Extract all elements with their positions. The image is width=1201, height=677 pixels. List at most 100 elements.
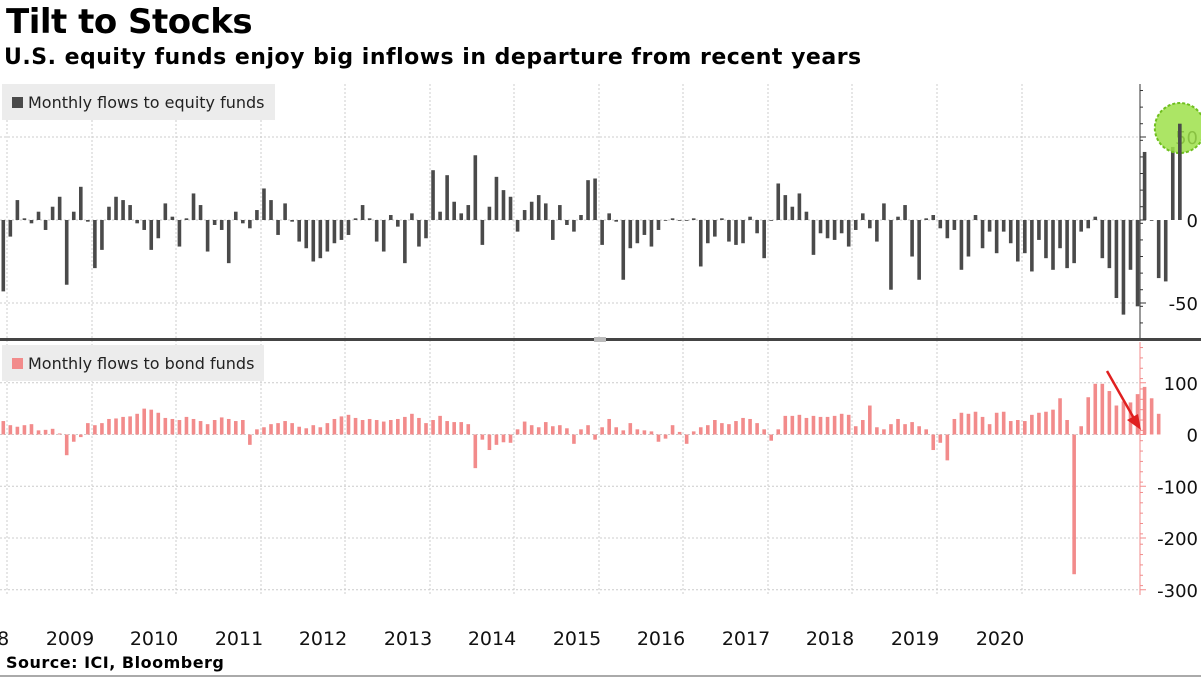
equity-bar	[487, 206, 492, 220]
equity-bar	[1051, 220, 1055, 270]
equity-bar	[839, 220, 844, 234]
x-tick-label-2013: 2013	[384, 628, 432, 650]
equity-bar	[410, 213, 414, 220]
bond-bar	[149, 409, 154, 435]
equity-bar	[396, 220, 400, 227]
bond-bar	[846, 414, 851, 435]
axes	[0, 84, 1201, 677]
equity-bar	[896, 216, 900, 220]
equity-bar	[1093, 216, 1098, 220]
bond-bar	[311, 425, 316, 435]
equity-bar	[262, 188, 266, 220]
bond-bar	[8, 425, 13, 435]
equity-bar	[388, 215, 393, 220]
bond-bar	[1142, 386, 1147, 435]
bond-bar	[388, 420, 393, 435]
bond-bar	[367, 418, 372, 435]
bond-bar	[318, 427, 323, 435]
equity-bar	[501, 190, 506, 220]
bond-bar	[191, 418, 196, 435]
equity-bar	[128, 205, 132, 220]
bond-bar	[727, 424, 731, 435]
equity-bar	[417, 220, 421, 247]
bond-bar	[804, 417, 809, 435]
bond-bar	[586, 425, 590, 435]
equity-bar	[121, 200, 125, 220]
equity-bar	[515, 220, 520, 232]
bond-bar	[226, 418, 231, 435]
bond-bar	[860, 420, 865, 435]
equity-bar	[868, 220, 872, 229]
equity-bar	[776, 183, 781, 220]
x-tick-label-2017: 2017	[722, 628, 770, 650]
bond-bar	[438, 415, 442, 435]
equity-bar	[797, 193, 802, 220]
bond-bar	[1107, 391, 1112, 435]
equity-bar	[290, 220, 294, 222]
bond-bar	[508, 434, 513, 443]
bond-bar	[875, 427, 879, 435]
bond-bar	[177, 420, 182, 435]
equity-bar	[663, 220, 668, 221]
equity-bar	[248, 220, 252, 229]
bond-bar	[219, 417, 224, 435]
bond-bar	[903, 424, 907, 435]
bond-bar	[952, 418, 957, 435]
equity-bar	[522, 210, 527, 220]
highlight-circle	[1153, 102, 1201, 154]
equity-bar	[727, 220, 731, 242]
equity-bar	[1058, 220, 1062, 249]
bond-bar	[691, 431, 696, 435]
equity-bar	[1072, 220, 1076, 264]
equity-bar	[156, 220, 161, 239]
bond-bar	[121, 416, 125, 435]
equity-bar	[607, 213, 611, 220]
equity-bar	[642, 220, 647, 235]
equity-bar	[720, 218, 724, 220]
bond-bar	[839, 413, 844, 435]
legend-swatch-equity	[12, 96, 23, 108]
equity-bar	[191, 193, 196, 220]
equity-bar	[825, 220, 830, 239]
bond-bar	[473, 434, 478, 469]
bond-bar	[459, 422, 464, 435]
equity-bar	[135, 220, 139, 224]
equity-bar	[910, 220, 914, 257]
bond-bar	[769, 434, 773, 441]
x-tick-label-2014: 2014	[468, 628, 516, 650]
equity-bar	[163, 203, 168, 220]
bond-bar	[938, 434, 943, 443]
bond-bar	[579, 429, 583, 435]
tick-labels: 2008 2009 2010 2011 2012 2013 2014 2015 2016 2017…	[0, 128, 1198, 650]
equity-bar	[304, 220, 309, 249]
equity-bar	[508, 196, 513, 220]
equity-bar	[381, 220, 386, 252]
bond-bar	[783, 415, 788, 435]
equity-bar	[790, 206, 795, 220]
bond-bar	[339, 416, 344, 435]
bond-bar	[1086, 397, 1091, 435]
equity-bar	[473, 155, 478, 220]
bond-bar	[262, 427, 266, 435]
bond-bar	[572, 434, 576, 444]
equity-bar	[114, 196, 118, 220]
bond-bar	[410, 413, 414, 435]
equity-bar	[50, 206, 55, 220]
equity-bar	[1086, 220, 1091, 229]
bond-bar	[417, 417, 421, 435]
bond-bar	[304, 428, 309, 435]
bond-bar	[614, 427, 619, 435]
equity-bar	[558, 205, 562, 220]
bond-bar	[543, 422, 548, 435]
bond-bar	[522, 421, 527, 435]
bond-bar	[374, 420, 379, 435]
equity-bar	[445, 175, 449, 220]
bond-bar	[494, 434, 499, 445]
bond-bar	[994, 412, 999, 435]
y-tick-label: -100	[1157, 477, 1198, 498]
bond-bar	[959, 412, 964, 435]
equity-bar	[255, 210, 259, 220]
equity-bar	[205, 220, 210, 252]
equity-bar	[1170, 146, 1175, 220]
